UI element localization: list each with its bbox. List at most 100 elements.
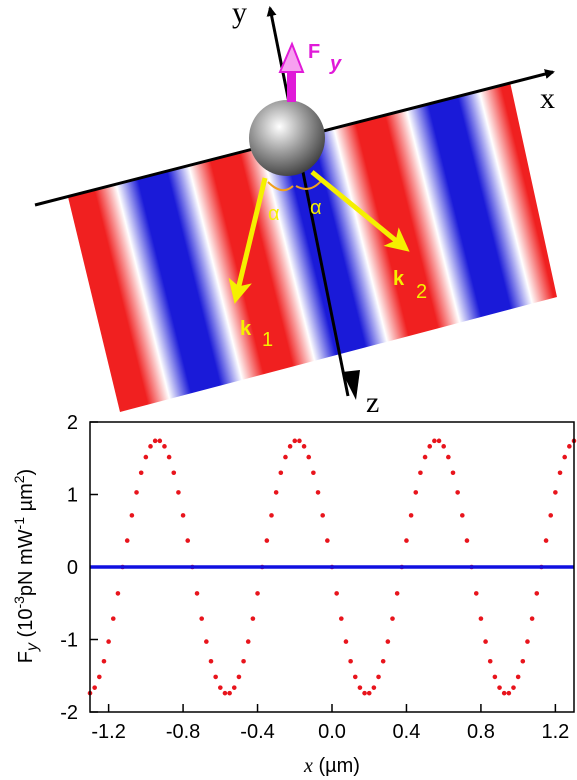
y-tick-label: -2 [60,702,78,724]
data-point [162,444,167,449]
data-point [367,691,372,696]
y-title-part: µm [15,483,37,517]
data-point [218,685,223,690]
data-point [423,455,428,460]
y-title-part: (10 [15,609,37,643]
data-point [292,439,297,444]
y-tick-label: 0 [67,557,78,579]
k1-label: k [240,318,252,340]
data-point [353,675,358,680]
data-point [409,513,414,518]
x-tick-label: 0.8 [467,721,495,743]
data-point [302,444,307,449]
data-point [376,675,381,680]
data-point [167,455,172,460]
data-point [413,490,418,495]
k2-subscript: 2 [416,281,427,303]
data-point [320,513,325,518]
x-axis-label: x [540,82,555,115]
data-point [521,659,526,664]
data-point [432,439,437,444]
data-point [548,513,553,518]
data-point [362,691,367,696]
y-title-part: -1 [11,517,27,530]
y-title-part: pN mW [15,529,37,596]
angle-label: α [268,203,280,225]
data-point [488,659,493,664]
y-tick-label: -1 [60,630,78,652]
data-point [241,659,246,664]
data-point [269,513,274,518]
data-point [390,616,395,621]
data-point [227,691,232,696]
data-point [437,439,442,444]
x-tick-label: -0.8 [166,721,200,743]
data-point [246,639,251,644]
data-point [106,639,111,644]
data-point [553,490,558,495]
data-point [148,444,153,449]
data-point [279,470,284,475]
data-point [455,490,460,495]
data-point [325,538,330,543]
data-point [185,538,190,543]
data-point [516,675,521,680]
data-point [130,513,135,518]
data-point [232,685,237,690]
x-tick-label: 0.0 [318,721,346,743]
data-point [306,455,311,460]
force-arrowhead [280,44,303,72]
data-point [199,616,204,621]
particle [249,100,325,176]
data-point [97,675,102,680]
data-point [153,439,158,444]
data-point [446,455,451,460]
x-title-part: (µm) [313,755,360,777]
data-point [251,616,256,621]
data-point [386,639,391,644]
data-point [558,470,563,475]
data-point [144,455,149,460]
data-point [92,685,97,690]
data-point [465,538,470,543]
data-point [544,538,549,543]
plot: Fy (10-3pN mW-1 µm2) x (µm) -2-1012-1.2-… [11,412,576,777]
data-point [418,470,423,475]
data-point [479,616,484,621]
data-point [213,675,218,680]
y-tick-label: 2 [67,412,78,434]
data-point [274,490,279,495]
data-point [395,591,400,596]
y-axis-label: y [232,0,247,29]
y-title-part: -3 [11,596,27,609]
data-point [255,591,260,596]
force-subscript: y [329,53,342,75]
data-point [195,591,200,596]
data-point [316,490,321,495]
data-point [404,538,409,543]
diagram: y x z F y α α k 1 k 2 [35,0,557,419]
data-point [181,513,186,518]
data-point [116,591,121,596]
x-tick-label: -1.2 [91,721,125,743]
k1-subscript: 1 [262,329,273,351]
angle-label: α [310,197,322,219]
data-point [511,685,516,690]
force-arrow-shaft [287,70,296,102]
y-tick-label: 1 [67,485,78,507]
data-point [283,455,288,460]
data-point [297,439,302,444]
k2-label: k [393,268,405,290]
data-point [111,616,116,621]
data-point [493,675,498,680]
data-point [427,444,432,449]
data-point [209,659,214,664]
data-point [372,685,377,690]
data-point [139,470,144,475]
data-point [344,639,349,644]
data-point [125,538,130,543]
data-point [204,639,209,644]
data-point [348,659,353,664]
data-point [483,639,488,644]
data-point [451,470,456,475]
